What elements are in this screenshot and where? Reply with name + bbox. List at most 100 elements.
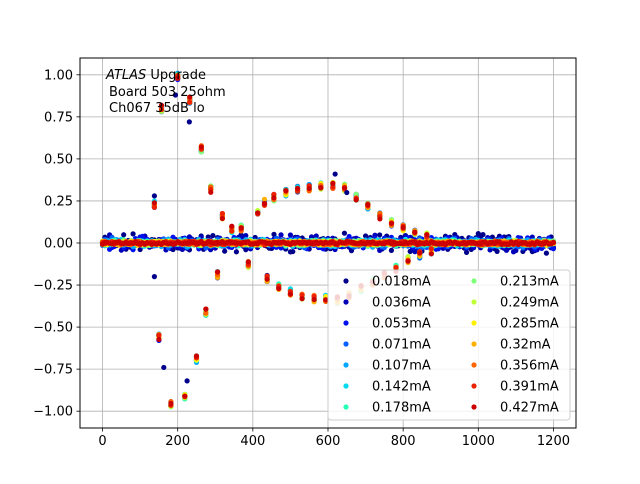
data-point <box>278 232 284 238</box>
data-point <box>287 291 294 297</box>
data-point <box>214 269 221 275</box>
series-outliers <box>151 92 350 384</box>
data-point <box>187 99 193 105</box>
data-point <box>330 184 336 190</box>
data-point <box>405 258 411 264</box>
legend-label: 0.249mA <box>500 296 559 311</box>
data-point <box>341 185 348 191</box>
data-point <box>377 232 383 238</box>
y-tick-label: 1.00 <box>44 68 73 83</box>
legend-box <box>327 269 571 421</box>
data-point <box>480 231 486 238</box>
x-tick-label: 0 <box>98 434 106 449</box>
data-point <box>412 229 418 235</box>
y-tick-label: 0.00 <box>44 237 73 252</box>
data-point <box>393 264 399 271</box>
data-point <box>287 232 294 238</box>
legend-marker <box>343 299 349 305</box>
data-point <box>388 247 395 253</box>
data-point <box>299 296 305 302</box>
y-tick-label: −0.75 <box>33 363 73 378</box>
data-point <box>229 223 235 229</box>
data-point <box>487 247 493 253</box>
data-point <box>168 400 174 407</box>
data-point <box>311 296 317 303</box>
annotation-atlas: ATLAS <box>105 68 146 83</box>
x-tick-label: 800 <box>391 434 416 449</box>
legend-marker <box>343 383 349 389</box>
legend-marker <box>471 383 477 389</box>
data-point <box>158 102 165 108</box>
legend-label: 0.391mA <box>500 380 559 395</box>
data-point <box>543 250 550 256</box>
data-point <box>353 197 359 203</box>
y-tick-label: 0.75 <box>44 110 73 125</box>
legend-label: 0.427mA <box>500 401 559 416</box>
data-point <box>172 92 179 98</box>
y-tick-label: −0.50 <box>33 321 73 336</box>
annotation-line1: ATLAS Upgrade <box>105 68 206 83</box>
data-point <box>210 232 216 239</box>
data-point <box>365 201 371 208</box>
data-point <box>130 231 136 237</box>
data-point <box>306 185 312 192</box>
series-0.427mA <box>99 75 557 407</box>
legend-marker <box>343 362 349 368</box>
data-point <box>198 144 204 150</box>
data-point <box>261 201 268 207</box>
data-point <box>151 193 157 199</box>
data-point <box>222 248 228 254</box>
data-point <box>238 225 244 231</box>
data-point <box>428 246 434 252</box>
data-point <box>156 332 162 338</box>
data-point <box>182 393 188 399</box>
data-point <box>344 189 350 196</box>
data-point <box>264 276 270 282</box>
data-point <box>412 249 418 255</box>
legend-marker <box>343 320 349 326</box>
data-point <box>139 233 146 240</box>
legend-label: 0.071mA <box>372 338 431 353</box>
legend-marker <box>343 404 349 410</box>
data-point <box>388 220 395 226</box>
data-point <box>233 249 240 255</box>
legend: 0.018mA 0.036mA 0.053mA 0.071mA 0.107mA 0.142… <box>327 269 571 421</box>
legend-label: 0.053mA <box>372 317 431 332</box>
legend-marker <box>343 341 349 347</box>
data-point <box>271 231 277 237</box>
legend-label: 0.142mA <box>372 380 431 395</box>
data-point <box>158 106 165 113</box>
data-point <box>229 228 235 234</box>
legend-label: 0.107mA <box>372 359 431 374</box>
y-tick-label: −1.00 <box>33 405 73 420</box>
legend-label: 0.285mA <box>500 317 559 332</box>
annotation-upgrade: Upgrade <box>146 68 206 83</box>
data-point <box>424 232 430 238</box>
legend-label: 0.32mA <box>500 338 551 353</box>
data-point <box>203 310 209 316</box>
data-point <box>290 248 296 255</box>
axis-ticks: 0 200 400 600 800 1000 1200 1.00 0.75 0.50 0.25 0.0… <box>33 68 570 449</box>
y-tick-label: −0.25 <box>33 279 73 294</box>
data-point <box>243 232 249 239</box>
data-point <box>308 234 315 240</box>
data-point <box>219 215 226 222</box>
y-tick-label: 0.50 <box>44 152 73 167</box>
data-point <box>245 259 251 265</box>
data-point <box>294 185 301 192</box>
data-point <box>313 233 319 239</box>
data-point <box>330 180 336 186</box>
legend-marker <box>471 404 477 410</box>
legend-marker <box>471 362 477 368</box>
legend-label: 0.178mA <box>372 401 431 416</box>
legend-label: 0.356mA <box>500 359 559 374</box>
data-point <box>428 251 434 257</box>
data-point <box>121 232 127 238</box>
data-point <box>513 247 519 254</box>
data-point <box>341 230 348 236</box>
data-point <box>318 185 324 191</box>
data-point <box>332 171 338 177</box>
annotation-line2: Board 503 25ohm <box>109 85 226 100</box>
